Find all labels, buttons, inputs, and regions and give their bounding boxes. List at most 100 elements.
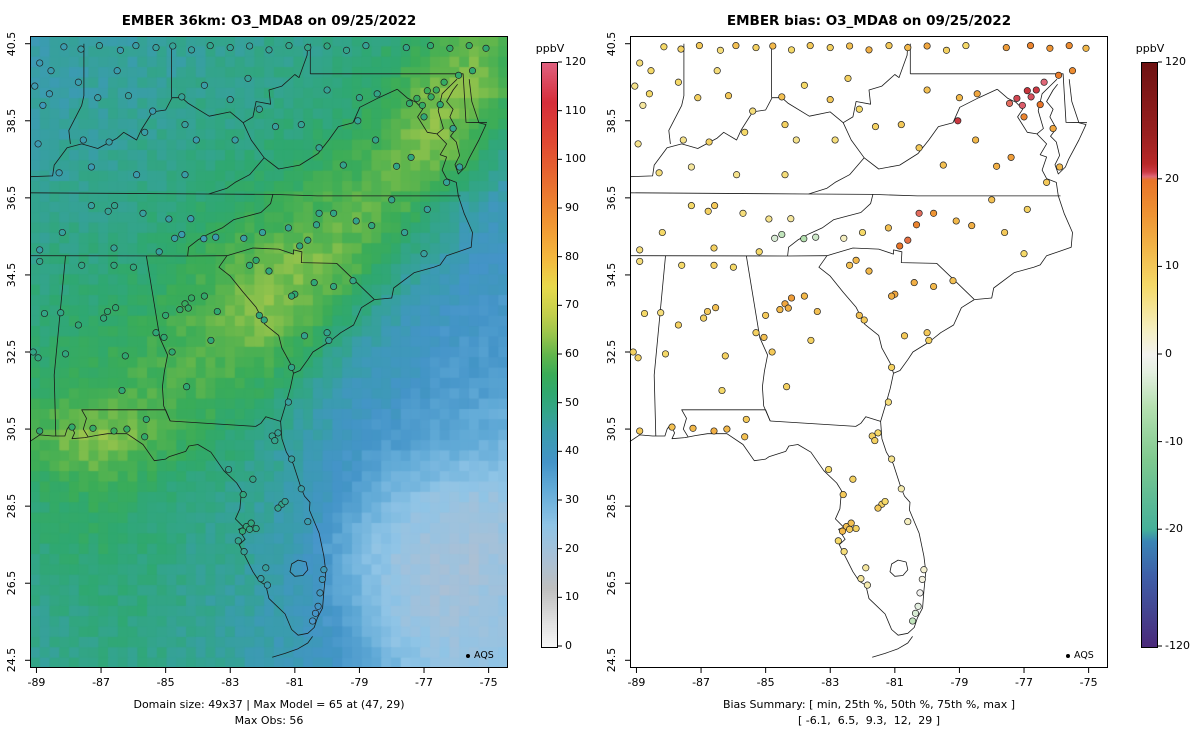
bias-caption-line2: [ -6.1, 6.5, 9.3, 12, 29 ] [798, 714, 940, 727]
map-outline [629, 43, 909, 178]
station-dot-bias [645, 90, 653, 98]
x-tick-label: -75 [1079, 676, 1098, 689]
station-dot-bias [1023, 205, 1031, 213]
station-dot-bias [904, 236, 912, 244]
station-dot-bias [1018, 101, 1026, 109]
station-dot-bias [792, 136, 800, 144]
plot-frame [630, 36, 1108, 668]
station-dot-bias [784, 304, 792, 312]
station-dot-bias [1040, 78, 1048, 86]
model-colorbar-unit-label: ppbV [535, 42, 565, 55]
station-dot-bias [874, 504, 882, 512]
y-tick-label: 24.5 [605, 648, 618, 673]
station-dot-bias [660, 43, 668, 51]
station-dot-bias [1023, 87, 1031, 95]
x-tick-label: -81 [885, 676, 904, 689]
colorbar-tick-label: 20 [1165, 171, 1179, 185]
station-dot-bias [1002, 44, 1010, 52]
station-dot-bias [781, 300, 789, 308]
station-dot-bias [891, 290, 899, 298]
x-tick-label: -77 [1015, 676, 1033, 689]
station-dot-bias [855, 105, 863, 113]
station-dot-bias [952, 217, 960, 225]
aqs-dot-icon [466, 653, 470, 658]
station-dot-bias [787, 294, 796, 302]
colorbar-tick-label: 60 [565, 347, 579, 360]
station-dot-bias [954, 117, 962, 125]
station-dot-bias [1020, 250, 1028, 258]
station-dot-bias [778, 230, 786, 239]
colorbar-tick-label: 40 [565, 444, 579, 458]
model-map-title: EMBER 36km: O3_MDA8 on 09/25/2022 [121, 13, 417, 29]
y-tick-label: 26.5 [5, 570, 18, 596]
station-dot-bias [718, 386, 726, 395]
x-tick-label: -75 [479, 676, 498, 689]
station-dot-bias [1055, 71, 1063, 79]
station-dot-bias [862, 564, 870, 572]
x-tick-label: -87 [692, 676, 711, 689]
map-outline [808, 88, 998, 195]
station-dot-bias [855, 311, 863, 319]
station-dot-bias [721, 352, 729, 360]
station-dot-bias [955, 94, 963, 102]
station-dot-bias [896, 242, 904, 250]
station-dot-bias [716, 46, 724, 54]
station-dot-bias [749, 107, 757, 115]
bias-colorbar-unit-label: ppbV [1135, 42, 1165, 55]
station-dot-bias [885, 42, 893, 50]
y-tick-label: 24.5 [5, 648, 18, 673]
station-dot-bias [781, 121, 789, 129]
station-dot-bias [1036, 101, 1044, 109]
colorbar-tick-label: 20 [565, 541, 579, 555]
station-dot-bias [1007, 153, 1015, 161]
map-outline [889, 559, 909, 577]
station-dot-bias [710, 261, 718, 269]
station-dot-bias [687, 202, 695, 210]
station-dot-bias [1043, 178, 1051, 186]
station-dot-bias [640, 309, 649, 318]
station-dot-bias [771, 234, 779, 242]
station-dot-bias [826, 44, 834, 52]
model-caption-line2: Max Obs: 56 [234, 714, 304, 727]
station-dot-bias [1013, 94, 1021, 102]
station-dot-bias [923, 329, 931, 337]
station-dot-bias [849, 475, 857, 483]
station-dot-bias [884, 398, 892, 406]
station-dot-bias [655, 169, 663, 177]
station-dot-bias [871, 437, 879, 445]
station-dot-bias [993, 162, 1001, 170]
station-dot-bias [733, 171, 741, 179]
station-dot-bias [844, 74, 852, 82]
bias-colorbar-canvas [1141, 62, 1158, 648]
map-outline [629, 78, 1073, 636]
y-tick-label: 38.5 [5, 108, 18, 134]
map-outline [842, 122, 865, 159]
station-dot-bias [724, 92, 733, 100]
station-dot-bias [755, 248, 763, 256]
station-dot-bias [915, 144, 923, 152]
station-dot-bias [678, 261, 686, 269]
station-dot-bias [710, 244, 718, 252]
aqs-legend-label: AQS [474, 650, 494, 661]
station-dot-bias [888, 455, 896, 463]
x-tick-label: -81 [285, 676, 304, 689]
station-dot-bias [629, 348, 637, 356]
station-dot-bias [914, 602, 922, 610]
station-dot-bias [634, 140, 642, 148]
x-tick-label: -79 [350, 676, 369, 689]
station-dot-bias [1065, 42, 1073, 50]
y-tick-label: 32.5 [605, 339, 618, 365]
station-dot-bias [930, 209, 938, 217]
station-dot-bias [863, 581, 871, 589]
colorbar-tick-label: -120 [1165, 639, 1190, 652]
map-outline [787, 194, 874, 257]
y-tick-label: 36.5 [605, 185, 618, 211]
station-dot-bias [842, 523, 850, 531]
station-dot-bias [838, 527, 847, 535]
colorbar-tick-label: 80 [565, 249, 579, 263]
x-tick-label: -89 [627, 676, 646, 689]
station-dot-bias [1020, 113, 1028, 121]
station-dot-bias [768, 348, 776, 356]
x-tick-label: -83 [221, 676, 240, 689]
